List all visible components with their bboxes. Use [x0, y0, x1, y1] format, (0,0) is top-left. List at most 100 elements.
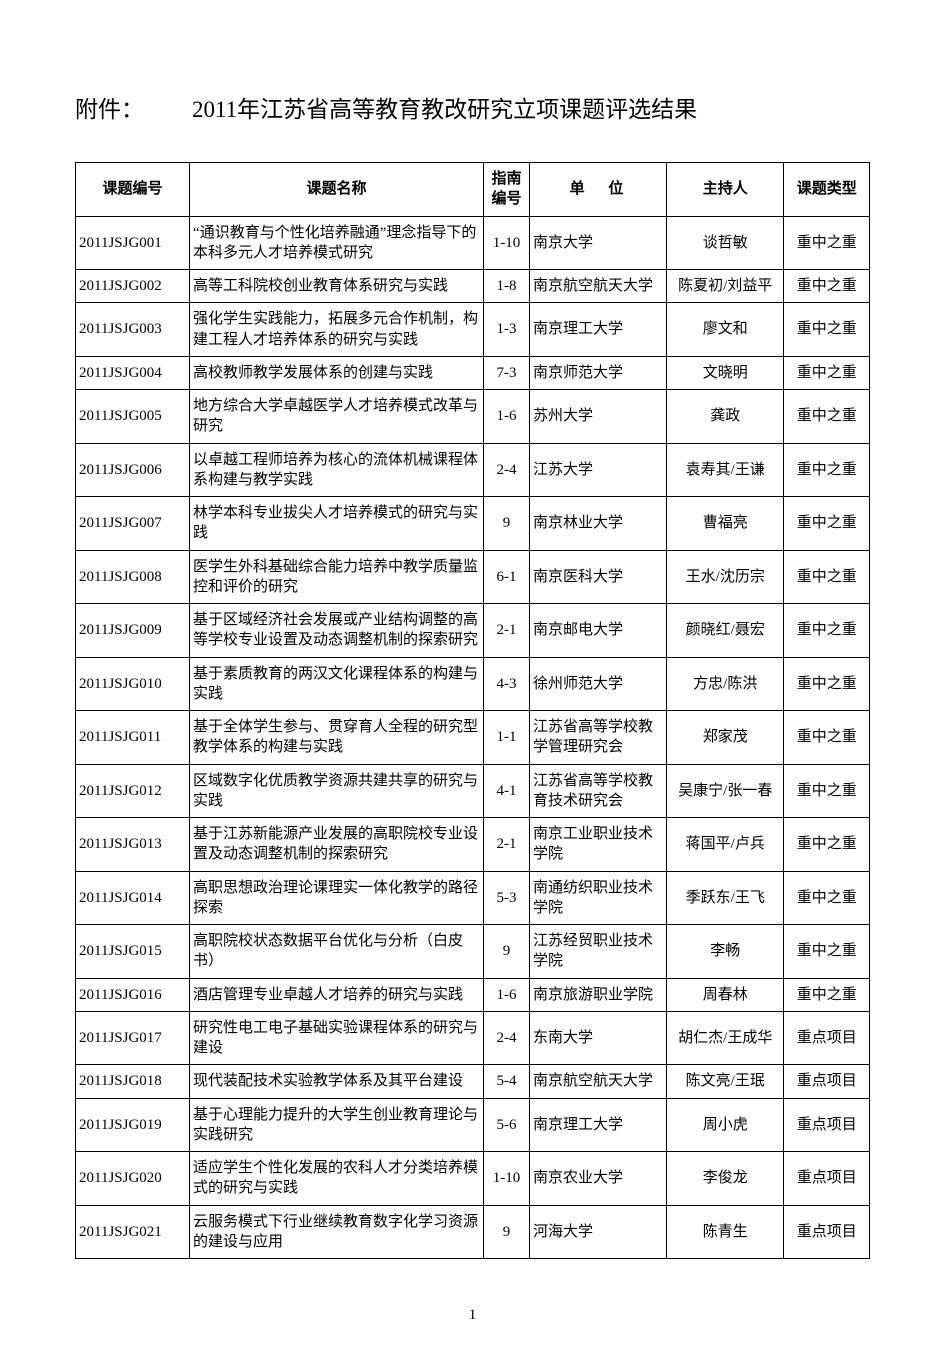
cell-id: 2011JSJG010: [76, 657, 190, 711]
document-title: 2011年江苏省高等教育教改研究立项课题评选结果: [192, 90, 697, 124]
cell-org: 河海大学: [530, 1205, 667, 1259]
cell-name: 基于江苏新能源产业发展的高职院校专业设置及动态调整机制的探索研究: [190, 818, 484, 872]
cell-name: 医学生外科基础综合能力培养中教学质量监控和评价的研究: [190, 550, 484, 604]
cell-id: 2011JSJG014: [76, 871, 190, 925]
table-row: 2011JSJG004高校教师教学发展体系的创建与实践7-3南京师范大学文晓明重…: [76, 356, 870, 389]
table-row: 2011JSJG005地方综合大学卓越医学人才培养模式改革与研究1-6苏州大学龚…: [76, 390, 870, 444]
cell-id: 2011JSJG015: [76, 925, 190, 979]
col-header-name: 课题名称: [190, 163, 484, 217]
cell-guide: 1-6: [483, 978, 529, 1011]
cell-name: 高等工科院校创业教育体系研究与实践: [190, 270, 484, 303]
cell-guide: 4-3: [483, 657, 529, 711]
cell-host: 陈文亮/王珉: [667, 1065, 784, 1098]
table-row: 2011JSJG009基于区域经济社会发展或产业结构调整的高等学校专业设置及动态…: [76, 604, 870, 658]
cell-name: 高校教师教学发展体系的创建与实践: [190, 356, 484, 389]
cell-org: 东南大学: [530, 1011, 667, 1065]
cell-type: 重点项目: [784, 1065, 870, 1098]
cell-org: 南京邮电大学: [530, 604, 667, 658]
table-row: 2011JSJG012区域数字化优质教学资源共建共享的研究与实践4-1江苏省高等…: [76, 764, 870, 818]
cell-name: 酒店管理专业卓越人才培养的研究与实践: [190, 978, 484, 1011]
table-row: 2011JSJG010基于素质教育的两汉文化课程体系的构建与实践4-3徐州师范大…: [76, 657, 870, 711]
cell-name: 以卓越工程师培养为核心的流体机械课程体系构建与教学实践: [190, 443, 484, 497]
cell-name: 研究性电工电子基础实验课程体系的研究与建设: [190, 1011, 484, 1065]
cell-guide: 9: [483, 925, 529, 979]
col-header-guide: 指南编号: [483, 163, 529, 217]
cell-type: 重点项目: [784, 1011, 870, 1065]
cell-type: 重点项目: [784, 1098, 870, 1152]
cell-id: 2011JSJG006: [76, 443, 190, 497]
cell-guide: 5-4: [483, 1065, 529, 1098]
cell-host: 谈哲敏: [667, 216, 784, 270]
cell-name: 基于区域经济社会发展或产业结构调整的高等学校专业设置及动态调整机制的探索研究: [190, 604, 484, 658]
table-row: 2011JSJG008医学生外科基础综合能力培养中教学质量监控和评价的研究6-1…: [76, 550, 870, 604]
cell-host: 周春林: [667, 978, 784, 1011]
cell-host: 王水/沈历宗: [667, 550, 784, 604]
cell-type: 重中之重: [784, 764, 870, 818]
cell-id: 2011JSJG013: [76, 818, 190, 872]
cell-id: 2011JSJG020: [76, 1152, 190, 1206]
col-header-id: 课题编号: [76, 163, 190, 217]
cell-org: 南京理工大学: [530, 1098, 667, 1152]
cell-host: 季跃东/王飞: [667, 871, 784, 925]
cell-type: 重中之重: [784, 978, 870, 1011]
table-row: 2011JSJG017研究性电工电子基础实验课程体系的研究与建设2-4东南大学胡…: [76, 1011, 870, 1065]
cell-org: 江苏省高等学校教育技术研究会: [530, 764, 667, 818]
cell-name: 地方综合大学卓越医学人才培养模式改革与研究: [190, 390, 484, 444]
cell-guide: 2-1: [483, 604, 529, 658]
cell-guide: 2-4: [483, 1011, 529, 1065]
cell-host: 廖文和: [667, 303, 784, 357]
cell-type: 重中之重: [784, 390, 870, 444]
cell-org: 南京旅游职业学院: [530, 978, 667, 1011]
cell-org: 南京林业大学: [530, 497, 667, 551]
cell-org: 江苏省高等学校教学管理研究会: [530, 711, 667, 765]
cell-type: 重点项目: [784, 1152, 870, 1206]
table-row: 2011JSJG001“通识教育与个性化培养融通”理念指导下的本科多元人才培养模…: [76, 216, 870, 270]
cell-host: 陈青生: [667, 1205, 784, 1259]
page-number: 1: [75, 1307, 870, 1324]
cell-type: 重中之重: [784, 711, 870, 765]
table-row: 2011JSJG013基于江苏新能源产业发展的高职院校专业设置及动态调整机制的探…: [76, 818, 870, 872]
table-row: 2011JSJG003强化学生实践能力，拓展多元合作机制，构建工程人才培养体系的…: [76, 303, 870, 357]
cell-id: 2011JSJG005: [76, 390, 190, 444]
table-row: 2011JSJG006以卓越工程师培养为核心的流体机械课程体系构建与教学实践2-…: [76, 443, 870, 497]
cell-host: 陈夏初/刘益平: [667, 270, 784, 303]
cell-guide: 1-3: [483, 303, 529, 357]
cell-id: 2011JSJG009: [76, 604, 190, 658]
cell-guide: 1-6: [483, 390, 529, 444]
cell-type: 重中之重: [784, 216, 870, 270]
cell-host: 颜晓红/聂宏: [667, 604, 784, 658]
table-row: 2011JSJG019基于心理能力提升的大学生创业教育理论与实践研究5-6南京理…: [76, 1098, 870, 1152]
document-header: 附件： 2011年江苏省高等教育教改研究立项课题评选结果: [75, 90, 870, 124]
cell-name: 云服务模式下行业继续教育数字化学习资源的建设与应用: [190, 1205, 484, 1259]
attachment-label: 附件：: [75, 90, 144, 124]
cell-id: 2011JSJG016: [76, 978, 190, 1011]
table-row: 2011JSJG020适应学生个性化发展的农科人才分类培养模式的研究与实践1-1…: [76, 1152, 870, 1206]
table-row: 2011JSJG002高等工科院校创业教育体系研究与实践1-8南京航空航天大学陈…: [76, 270, 870, 303]
cell-org: 徐州师范大学: [530, 657, 667, 711]
cell-type: 重中之重: [784, 356, 870, 389]
cell-id: 2011JSJG007: [76, 497, 190, 551]
table-row: 2011JSJG016酒店管理专业卓越人才培养的研究与实践1-6南京旅游职业学院…: [76, 978, 870, 1011]
cell-org: 江苏大学: [530, 443, 667, 497]
cell-id: 2011JSJG018: [76, 1065, 190, 1098]
cell-type: 重中之重: [784, 871, 870, 925]
cell-type: 重中之重: [784, 550, 870, 604]
cell-org: 南京农业大学: [530, 1152, 667, 1206]
cell-host: 袁寿其/王谦: [667, 443, 784, 497]
table-row: 2011JSJG015高职院校状态数据平台优化与分析（白皮书）9江苏经贸职业技术…: [76, 925, 870, 979]
cell-guide: 5-6: [483, 1098, 529, 1152]
cell-host: 李畅: [667, 925, 784, 979]
cell-type: 重中之重: [784, 270, 870, 303]
cell-id: 2011JSJG011: [76, 711, 190, 765]
table-row: 2011JSJG018现代装配技术实验教学体系及其平台建设5-4南京航空航天大学…: [76, 1065, 870, 1098]
cell-guide: 9: [483, 497, 529, 551]
cell-name: 基于素质教育的两汉文化课程体系的构建与实践: [190, 657, 484, 711]
cell-type: 重中之重: [784, 303, 870, 357]
cell-guide: 1-1: [483, 711, 529, 765]
cell-org: 南京师范大学: [530, 356, 667, 389]
col-header-type: 课题类型: [784, 163, 870, 217]
cell-org: 江苏经贸职业技术学院: [530, 925, 667, 979]
cell-host: 周小虎: [667, 1098, 784, 1152]
table-body: 2011JSJG001“通识教育与个性化培养融通”理念指导下的本科多元人才培养模…: [76, 216, 870, 1259]
cell-id: 2011JSJG019: [76, 1098, 190, 1152]
